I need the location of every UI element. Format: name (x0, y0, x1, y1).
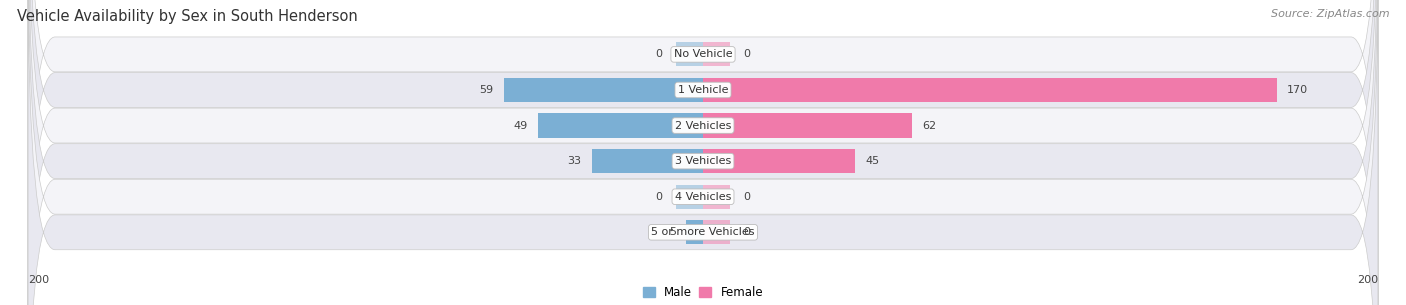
Text: 49: 49 (513, 120, 527, 131)
Text: 170: 170 (1286, 85, 1308, 95)
Text: 0: 0 (744, 49, 751, 59)
Text: 33: 33 (568, 156, 582, 166)
Bar (686, 220, 703, 244)
Bar (703, 113, 912, 138)
Bar (703, 42, 730, 66)
Text: 0: 0 (655, 192, 662, 202)
Text: 5 or more Vehicles: 5 or more Vehicles (651, 227, 755, 237)
Text: 0: 0 (744, 227, 751, 237)
Text: No Vehicle: No Vehicle (673, 49, 733, 59)
FancyBboxPatch shape (28, 0, 1378, 305)
Bar (703, 220, 730, 244)
Legend: Male, Female: Male, Female (638, 282, 768, 304)
Text: 4 Vehicles: 4 Vehicles (675, 192, 731, 202)
Bar (503, 78, 703, 102)
Text: 0: 0 (744, 192, 751, 202)
FancyBboxPatch shape (28, 0, 1378, 305)
Bar (537, 113, 703, 138)
FancyBboxPatch shape (28, 0, 1378, 305)
FancyBboxPatch shape (28, 0, 1378, 305)
Text: 200: 200 (28, 275, 49, 285)
Text: Vehicle Availability by Sex in South Henderson: Vehicle Availability by Sex in South Hen… (17, 9, 357, 24)
Text: 3 Vehicles: 3 Vehicles (675, 156, 731, 166)
Text: 2 Vehicles: 2 Vehicles (675, 120, 731, 131)
Bar (676, 42, 703, 66)
Text: 200: 200 (1357, 275, 1378, 285)
Bar (592, 149, 703, 173)
Bar (676, 185, 703, 209)
Text: 45: 45 (865, 156, 879, 166)
Text: 5: 5 (669, 227, 676, 237)
FancyBboxPatch shape (28, 0, 1378, 305)
Bar (703, 185, 730, 209)
Text: 0: 0 (655, 49, 662, 59)
Text: Source: ZipAtlas.com: Source: ZipAtlas.com (1271, 9, 1389, 19)
Text: 62: 62 (922, 120, 936, 131)
Bar (703, 78, 1277, 102)
Bar (703, 149, 855, 173)
Text: 59: 59 (479, 85, 494, 95)
FancyBboxPatch shape (28, 0, 1378, 305)
Text: 1 Vehicle: 1 Vehicle (678, 85, 728, 95)
